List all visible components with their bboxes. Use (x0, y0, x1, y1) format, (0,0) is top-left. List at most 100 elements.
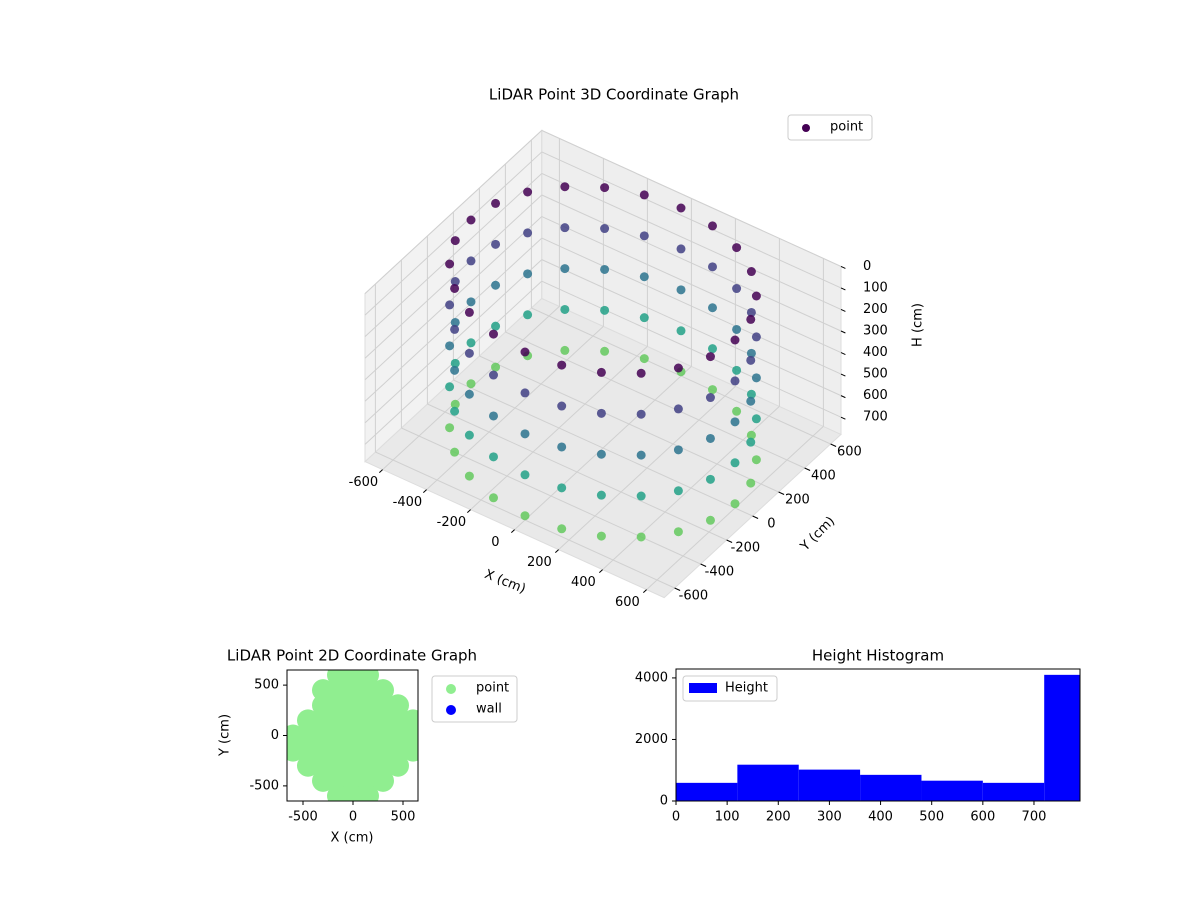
point (708, 385, 717, 395)
point (673, 363, 683, 373)
grid-line (541, 280, 842, 418)
y-tick-label: -200 (731, 541, 761, 556)
x-tick-label: 400 (868, 810, 893, 825)
x-axis-label: X (cm) (482, 567, 527, 597)
point (357, 784, 379, 801)
x-tick-label: 300 (817, 810, 842, 825)
point (636, 450, 646, 460)
legend-label: point (476, 681, 509, 696)
grid-line (364, 216, 543, 381)
bar (676, 782, 738, 801)
tick-mark (726, 539, 733, 543)
point (600, 183, 610, 193)
point (705, 515, 715, 525)
legend-marker (689, 683, 717, 693)
point (445, 423, 455, 433)
point (746, 478, 756, 488)
point (600, 264, 610, 274)
legend-label: point (830, 120, 863, 135)
tick-mark (643, 589, 647, 593)
point (491, 362, 501, 372)
z-tick-label: 500 (863, 367, 888, 382)
plot-area (287, 670, 418, 801)
tick-mark (700, 563, 707, 567)
point (557, 360, 567, 370)
point (450, 406, 460, 416)
z-tick-label: 0 (863, 259, 871, 274)
bar (860, 774, 922, 801)
tick-mark (599, 569, 603, 573)
point (489, 329, 498, 339)
point (596, 490, 606, 500)
point (751, 455, 761, 465)
point (560, 264, 570, 274)
point (732, 406, 742, 416)
point (746, 355, 756, 365)
tick-mark (840, 395, 846, 399)
tick-mark (511, 529, 515, 533)
chart-title: LiDAR Point 3D Coordinate Graph (489, 86, 739, 104)
point (450, 317, 460, 327)
point (464, 430, 474, 440)
point (491, 239, 501, 249)
point (596, 449, 606, 459)
point (746, 307, 756, 317)
point (560, 345, 570, 355)
z-axis-label: H (cm) (911, 303, 926, 347)
point (705, 474, 715, 484)
point (450, 447, 460, 457)
point (708, 344, 717, 354)
point (450, 236, 460, 246)
tick-mark (840, 287, 846, 291)
point (746, 437, 756, 447)
point (387, 694, 409, 717)
legend-label: wall (476, 702, 502, 717)
point (445, 382, 455, 392)
point (746, 348, 756, 358)
z-tick-label: 300 (863, 324, 888, 339)
point (732, 365, 742, 375)
x-tick-label: -500 (288, 810, 318, 825)
point (676, 203, 686, 213)
x-tick-label: 0 (672, 810, 680, 825)
point (673, 486, 683, 496)
tick-mark (555, 549, 559, 553)
point (746, 396, 756, 406)
grid-line (541, 259, 842, 397)
point (636, 491, 646, 501)
bar (1044, 674, 1080, 801)
point (464, 471, 474, 481)
legend-marker (446, 705, 456, 715)
bar (921, 780, 983, 801)
grid-line (364, 151, 543, 316)
point (372, 679, 394, 702)
point (523, 269, 533, 279)
point (523, 228, 533, 238)
y-axis-label: Y (cm) (218, 714, 233, 757)
point (596, 408, 606, 418)
point (639, 313, 649, 323)
point (489, 493, 498, 503)
grid-line (364, 194, 543, 359)
point (466, 297, 476, 307)
point (751, 332, 761, 342)
y-tick-label: -500 (249, 778, 279, 793)
point (596, 531, 606, 541)
x-tick-label: 500 (391, 810, 416, 825)
point (450, 399, 460, 409)
point (450, 283, 460, 293)
point (636, 532, 646, 542)
tick-mark (840, 373, 846, 377)
chart-title: LiDAR Point 2D Coordinate Graph (227, 647, 477, 665)
point (464, 307, 474, 317)
tick-mark (840, 309, 846, 312)
point (751, 414, 761, 424)
point (520, 470, 530, 480)
point (557, 483, 567, 493)
x-tick-label: 200 (766, 810, 791, 825)
point (600, 346, 610, 356)
grid-line (364, 130, 543, 294)
tick-mark (674, 587, 681, 591)
point (673, 445, 683, 455)
point (705, 393, 715, 403)
